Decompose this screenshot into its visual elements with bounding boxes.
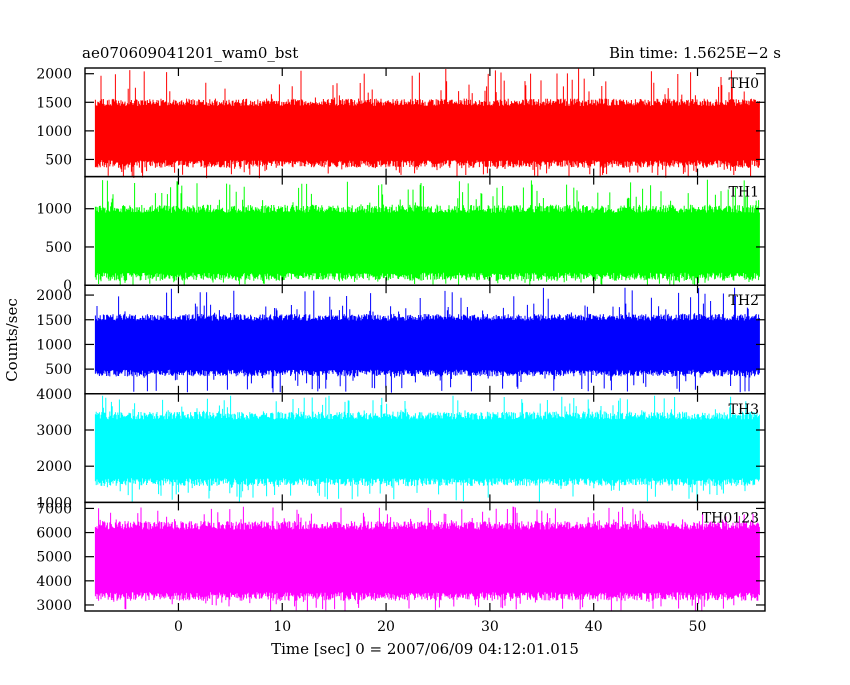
x-axis-label: Time [sec] 0 = 2007/06/09 04:12:01.015 <box>271 640 579 658</box>
y-tick-label-th0123: 3000 <box>36 598 72 614</box>
panel-label-th3: TH3 <box>729 402 759 418</box>
y-tick-label-th3: 1000 <box>36 495 72 511</box>
chart-title: ae070609041201_wam0_bst <box>82 44 299 62</box>
y-tick-label-th0123: 7000 <box>36 501 72 517</box>
y-tick-label-th0123: 4000 <box>36 574 72 590</box>
x-tick-label: 0 <box>174 619 183 635</box>
y-tick-label-th1: 500 <box>45 240 72 256</box>
y-tick-label-th2: 1500 <box>36 313 72 329</box>
y-tick-label-th0: 2000 <box>36 67 72 83</box>
x-tick-label: 10 <box>273 619 291 635</box>
panel-label-th2: TH2 <box>729 293 759 309</box>
bin-time-label: Bin time: 1.5625E−2 s <box>608 44 781 62</box>
series-trace-th0 <box>94 68 760 179</box>
series-trace-th2 <box>94 287 760 393</box>
y-tick-label-th3: 4000 <box>36 387 72 403</box>
x-tick-label: 20 <box>377 619 395 635</box>
x-tick-label: 50 <box>689 619 707 635</box>
y-tick-label-th0: 500 <box>45 152 72 168</box>
y-axis-label: Counts/sec <box>3 298 21 382</box>
panel-label-th1: TH1 <box>729 185 759 201</box>
series-trace-th1 <box>94 179 760 286</box>
y-tick-label-th0123: 6000 <box>36 526 72 542</box>
panel-label-th0: TH0 <box>729 76 759 92</box>
panel-label-th0123: TH0123 <box>702 510 759 526</box>
y-tick-label-th3: 3000 <box>36 423 72 439</box>
y-tick-label-th2: 1000 <box>36 337 72 353</box>
y-tick-label-th1: 1000 <box>36 202 72 218</box>
y-tick-label-th2: 2000 <box>36 288 72 304</box>
y-tick-label-th0123: 5000 <box>36 550 72 566</box>
x-tick-label: 40 <box>585 619 603 635</box>
x-tick-label: 30 <box>481 619 499 635</box>
y-tick-label-th2: 500 <box>45 362 72 378</box>
y-tick-label-th3: 2000 <box>36 459 72 475</box>
series-trace-th3 <box>94 395 760 502</box>
series-trace-th0123 <box>94 506 760 611</box>
y-tick-label-th0: 1500 <box>36 95 72 111</box>
y-tick-label-th0: 1000 <box>36 124 72 140</box>
y-tick-label-th1: 0 <box>63 278 72 294</box>
